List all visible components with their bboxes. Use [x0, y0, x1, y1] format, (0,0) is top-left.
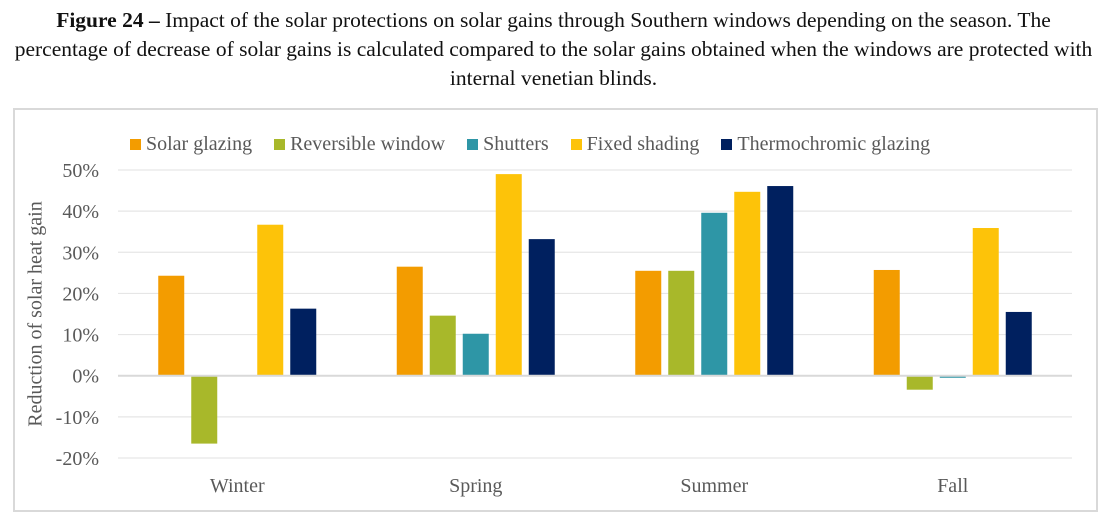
y-tick-label: 0% — [72, 366, 99, 388]
chart-frame — [13, 108, 1098, 512]
bar-thermochromic-glazing-winter — [290, 308, 317, 376]
bar-fixed-shading-fall — [972, 228, 999, 376]
legend-label: Thermochromic glazing — [737, 132, 931, 155]
legend-item-solar-glazing: Solar glazing — [130, 133, 252, 156]
legend-item-shutters: Shutters — [467, 133, 549, 156]
legend-swatch — [467, 138, 479, 150]
chart-legend: Solar glazing Reversible window Shutters… — [130, 131, 952, 157]
bars — [158, 174, 1032, 444]
bar-reversible-window-summer — [668, 270, 695, 376]
bar-solar-glazing-summer — [635, 270, 662, 376]
bar-reversible-window-fall — [906, 375, 933, 390]
bar-thermochromic-glazing-fall — [1005, 311, 1032, 376]
legend-label: Reversible window — [290, 132, 446, 155]
bar-reversible-window-spring — [429, 315, 456, 376]
figure-caption-text: Impact of the solar protections on solar… — [14, 8, 1093, 90]
bar-shutters-spring — [462, 333, 489, 376]
x-axis-ticks: Winter Spring Summer Fall — [210, 475, 969, 497]
legend-swatch — [721, 138, 733, 150]
legend-item-fixed-shading: Fixed shading — [570, 132, 700, 156]
x-tick-label: Spring — [449, 475, 502, 497]
bar-reversible-window-winter — [191, 375, 218, 444]
legend-swatch — [130, 138, 141, 150]
y-tick-label: -20% — [56, 448, 99, 470]
bar-thermochromic-glazing-summer — [767, 186, 794, 376]
bar-fixed-shading-summer — [734, 191, 761, 376]
y-axis-ticks: 50% 40% 30% 20% 10% 0% -10% -20% — [56, 160, 99, 470]
y-tick-label: 40% — [62, 201, 99, 223]
bar-shutters-fall — [939, 375, 966, 378]
bar-solar-glazing-winter — [158, 275, 185, 376]
legend-swatch — [274, 138, 286, 150]
legend-label: Solar glazing — [146, 132, 253, 155]
y-tick-label: 50% — [62, 160, 99, 182]
legend-swatch — [570, 138, 582, 150]
bar-solar-glazing-fall — [873, 269, 900, 376]
bar-thermochromic-glazing-spring — [528, 239, 555, 376]
legend-label: Fixed shading — [586, 132, 700, 155]
y-tick-label: 30% — [62, 242, 99, 264]
bar-fixed-shading-winter — [257, 224, 284, 376]
bar-shutters-summer — [701, 212, 728, 376]
bar-fixed-shading-spring — [495, 174, 522, 376]
x-tick-label: Summer — [680, 475, 748, 497]
y-tick-label: -10% — [56, 407, 99, 429]
legend-item-thermochromic-glazing: Thermochromic glazing — [721, 133, 930, 156]
y-tick-label: 10% — [62, 325, 99, 347]
x-tick-label: Fall — [937, 475, 969, 497]
bar-solar-glazing-spring — [396, 266, 423, 376]
figure-number: Figure 24 – — [56, 8, 160, 32]
figure-caption: Figure 24 – Impact of the solar protecti… — [10, 6, 1097, 93]
y-tick-label: 20% — [62, 283, 99, 305]
x-tick-label: Winter — [210, 475, 265, 497]
legend-label: Shutters — [483, 132, 549, 155]
legend-item-reversible-window: Reversible window — [274, 133, 445, 156]
